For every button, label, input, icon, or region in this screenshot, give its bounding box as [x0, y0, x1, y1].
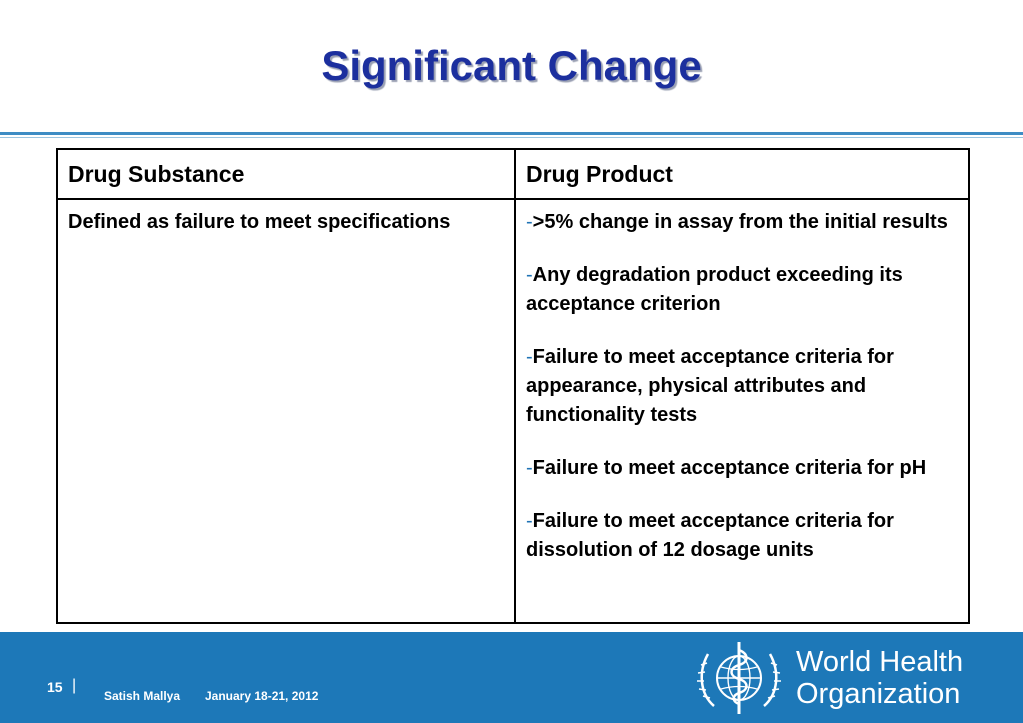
- list-item: -Failure to meet acceptance criteria for…: [526, 507, 958, 565]
- dash-bullet: -: [526, 510, 533, 532]
- dash-bullet: -: [526, 264, 533, 286]
- page-number: 15: [47, 679, 63, 695]
- header-drug-product: Drug Product: [514, 148, 970, 200]
- who-emblem-icon: [697, 642, 781, 714]
- list-item: -Failure to meet acceptance criteria for…: [526, 454, 958, 483]
- title-divider: [0, 132, 1023, 135]
- presenter-name: Satish Mallya: [104, 689, 181, 703]
- header-drug-substance: Drug Substance: [56, 148, 516, 200]
- list-item-text: >5% change in assay from the initial res…: [532, 211, 948, 233]
- list-item: -Any degradation product exceeding its a…: [526, 261, 958, 319]
- dash-bullet: -: [526, 346, 533, 368]
- list-item: -Failure to meet acceptance criteria for…: [526, 343, 958, 430]
- dash-bullet: -: [526, 457, 533, 479]
- list-item-text: Any degradation product exceeding its ac…: [526, 264, 903, 315]
- slide-title: Significant Change: [321, 42, 702, 89]
- page-separator: |: [72, 677, 77, 694]
- drug-substance-definition: Defined as failure to meet specification…: [68, 211, 451, 233]
- org-name-line1: World Health: [796, 646, 964, 678]
- title-divider-thin: [0, 137, 1023, 138]
- dash-bullet: -: [526, 211, 533, 233]
- list-item: ->5% change in assay from the initial re…: [526, 208, 958, 237]
- list-item-text: Failure to meet acceptance criteria for …: [526, 346, 894, 426]
- list-item-text: Failure to meet acceptance criteria for …: [526, 510, 894, 561]
- footer-bar: 15 | Satish Mallya January 18-21, 2012 W…: [0, 632, 1023, 723]
- presentation-date: January 18-21, 2012: [205, 689, 319, 703]
- list-item-text: Failure to meet acceptance criteria for …: [532, 457, 927, 479]
- org-name-line2: Organization: [796, 678, 961, 710]
- drug-substance-cell: Defined as failure to meet specification…: [56, 198, 516, 624]
- significant-change-table: Drug Substance Drug Product Defined as f…: [56, 148, 970, 624]
- drug-product-cell: ->5% change in assay from the initial re…: [514, 198, 970, 624]
- table-row: Defined as failure to meet specification…: [56, 198, 970, 624]
- table-header-row: Drug Substance Drug Product: [56, 148, 970, 200]
- drug-product-list: ->5% change in assay from the initial re…: [526, 200, 958, 565]
